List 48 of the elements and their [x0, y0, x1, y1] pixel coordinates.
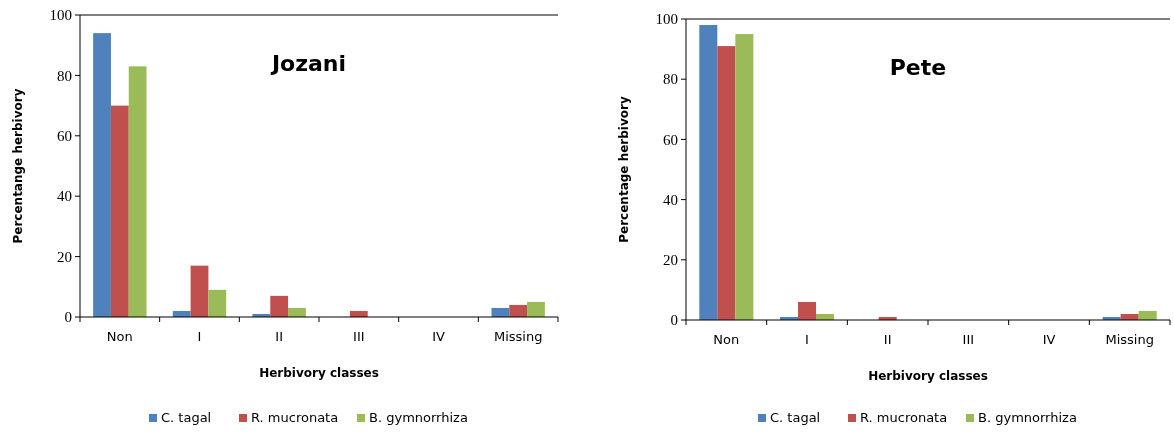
y-tick-label: 0	[670, 312, 678, 329]
y-axis-title: Percentage herbivory	[617, 96, 631, 243]
y-tick-label: 60	[663, 131, 678, 148]
y-tick-label: 60	[57, 128, 72, 145]
y-tick-label: 100	[655, 11, 678, 28]
y-tick-label: 80	[663, 71, 678, 88]
x-tick-label: III	[962, 332, 975, 347]
x-tick-label: I	[197, 329, 202, 344]
bar	[110, 105, 129, 317]
x-tick-label: Non	[106, 329, 133, 344]
x-tick-label: Missing	[1105, 332, 1154, 347]
bar	[128, 66, 147, 317]
x-axis-title: Herbivory classes	[259, 366, 379, 380]
y-tick-label: 40	[57, 188, 72, 205]
x-tick-label: Missing	[493, 329, 543, 344]
legend-label: R. mucronata	[251, 410, 339, 425]
y-tick-label: 100	[49, 7, 72, 24]
bar	[797, 301, 817, 320]
bar	[699, 25, 718, 320]
legend-label: B. gymnorrhiza	[369, 410, 468, 425]
x-tick-label: IV	[1042, 332, 1056, 347]
legend-label: B. gymnorrhiza	[978, 410, 1077, 425]
bar	[93, 33, 111, 317]
y-tick-label: 20	[663, 252, 678, 269]
y-tick-label: 20	[57, 248, 72, 265]
legend-label: C. tagal	[770, 410, 821, 425]
bar	[270, 295, 289, 317]
x-tick-label: II	[883, 332, 892, 347]
legend-label: C. tagal	[161, 410, 212, 425]
text: Jozani	[269, 51, 347, 76]
bar	[717, 46, 736, 320]
y-tick-label: 40	[663, 191, 678, 208]
bar	[208, 289, 227, 317]
bar	[735, 34, 754, 320]
y-axis-title: Percentange herbivory	[11, 88, 25, 244]
x-tick-label: I	[805, 332, 809, 347]
bar	[527, 301, 545, 317]
x-tick-label: III	[353, 329, 365, 344]
x-tick-label: Non	[713, 332, 740, 347]
x-axis-title: Herbivory classes	[868, 369, 988, 383]
legend-label: R. mucronata	[860, 410, 948, 425]
bar	[190, 265, 209, 317]
y-tick-label: 0	[64, 309, 72, 326]
x-tick-label: II	[275, 329, 283, 344]
bar	[509, 304, 528, 317]
text: Pete	[889, 55, 947, 80]
x-tick-label: IV	[432, 329, 445, 344]
y-tick-label: 80	[57, 67, 72, 84]
